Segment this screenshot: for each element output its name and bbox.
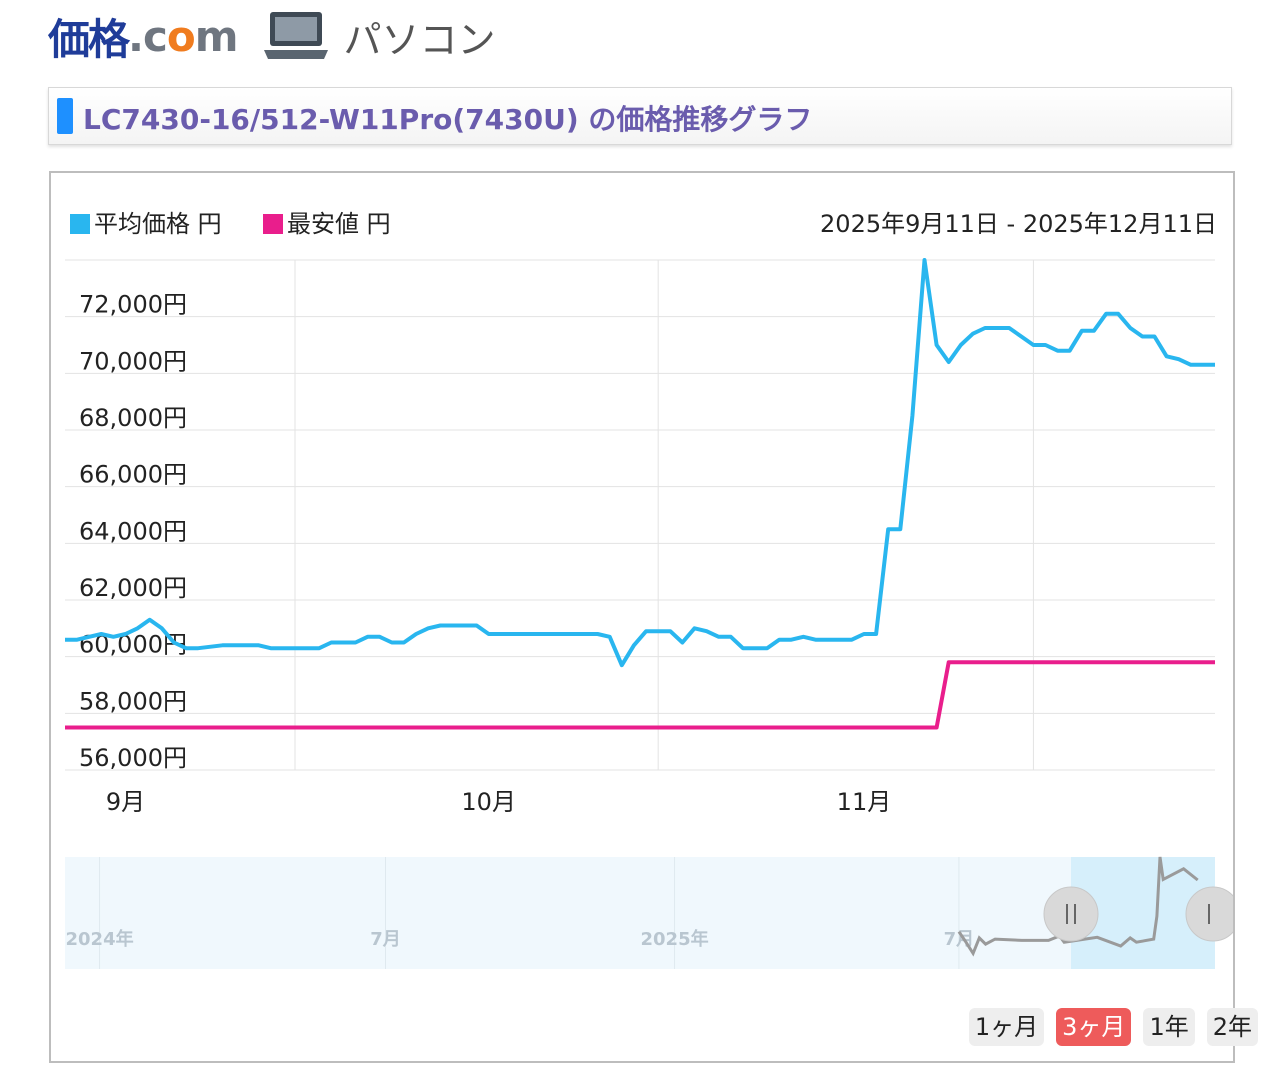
range-button-1[interactable]: 1ヶ月: [968, 1008, 1045, 1046]
chart-gridlines: [65, 259, 1215, 771]
x-tick-label: 10月: [461, 788, 516, 816]
y-tick-label: 62,000円: [79, 574, 187, 602]
navigator-gridlines: [99, 857, 960, 969]
range-selector: 1ヶ月 3ヶ月 1年 2年: [968, 1008, 1258, 1046]
price-chart-frame: 平均価格 円 最安値 円 2025年9月11日 - 2025年12月11日 56…: [49, 171, 1235, 1063]
navigator-handle-right[interactable]: [1185, 886, 1233, 942]
logo-dotcom: .com: [128, 11, 238, 61]
navigator-handle-left[interactable]: [1043, 886, 1099, 942]
kakaku-logo[interactable]: 価格 .com パソコン: [48, 8, 496, 64]
laptop-icon: [263, 12, 328, 60]
title-accent-bar: [57, 98, 73, 134]
page-title: LC7430-16/512-W11Pro(7430U) の価格推移グラフ: [83, 103, 813, 136]
navigator-labels: 2024年 7月 2025年 7月: [66, 928, 975, 950]
date-range: 2025年9月11日 - 2025年12月11日: [820, 210, 1217, 238]
y-tick-label: 68,000円: [79, 404, 187, 432]
y-tick-label: 72,000円: [79, 291, 187, 319]
x-tick-label: 11月: [837, 788, 892, 816]
navigator-series-line: [957, 856, 1199, 957]
y-tick-label: 66,000円: [79, 461, 187, 489]
legend-lowest[interactable]: 最安値 円: [287, 210, 391, 238]
y-tick-label: 56,000円: [79, 744, 187, 772]
navigator-label: 2025年: [641, 928, 709, 950]
lowest-price-line: [65, 660, 1215, 730]
x-axis-labels: 9月 10月 11月: [106, 788, 891, 816]
range-button-2[interactable]: 3ヶ月: [1056, 1008, 1132, 1046]
navigator-label: 2024年: [66, 928, 134, 950]
range-button-3[interactable]: 1年: [1143, 1008, 1195, 1046]
range-button-4[interactable]: 2年: [1206, 1008, 1258, 1046]
average-price-line: [65, 258, 1215, 668]
navigator-label: 7月: [370, 929, 401, 950]
navigator-background: [65, 857, 1215, 969]
category-label[interactable]: パソコン: [343, 17, 496, 62]
legend-swatch-average: [70, 214, 90, 234]
y-tick-label: 58,000円: [79, 687, 187, 715]
range-navigator[interactable]: 2024年 7月 2025年 7月: [65, 856, 1233, 969]
y-tick-label: 70,000円: [79, 347, 187, 375]
legend-swatch-lowest: [263, 214, 283, 234]
page-title-box: LC7430-16/512-W11Pro(7430U) の価格推移グラフ: [48, 87, 1232, 145]
chart-legend[interactable]: 平均価格 円 最安値 円: [70, 210, 391, 238]
price-history-chart[interactable]: 平均価格 円 最安値 円 2025年9月11日 - 2025年12月11日 56…: [51, 173, 1233, 1061]
y-axis-labels: 56,000円58,000円60,000円62,000円64,000円66,00…: [79, 291, 187, 772]
x-tick-label: 9月: [106, 788, 145, 816]
legend-average[interactable]: 平均価格 円: [94, 210, 222, 238]
y-tick-label: 64,000円: [79, 517, 187, 545]
logo-kakaku: 価格: [48, 14, 130, 64]
chart-series: [65, 258, 1215, 730]
